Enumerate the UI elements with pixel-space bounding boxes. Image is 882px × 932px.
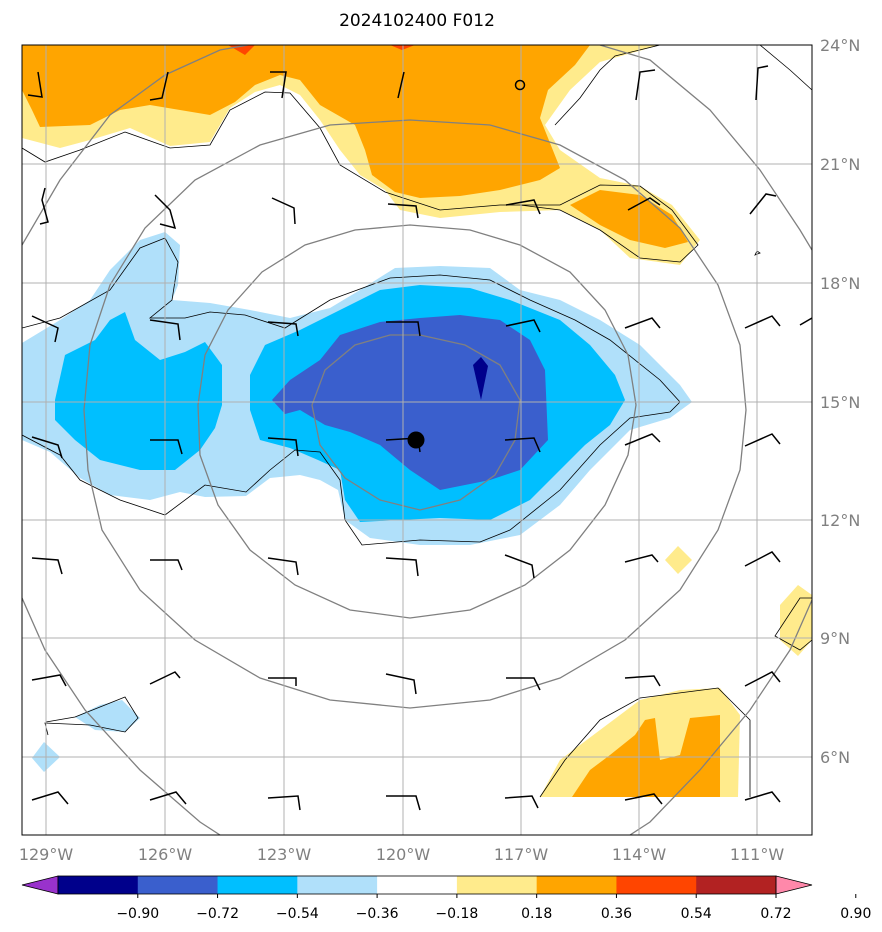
colorbar-tick-label: 0.18: [521, 906, 552, 922]
lat-tick-label: 18°N: [820, 274, 860, 293]
lat-tick-label: 6°N: [820, 748, 850, 767]
colorbar-segment: [297, 876, 378, 894]
wind-barb: [149, 71, 169, 101]
colorbar-tick-label: 0.36: [601, 906, 632, 922]
wind-barb: [504, 437, 541, 453]
lon-tick-label: 129°W: [19, 845, 74, 864]
open-circle-marker: [514, 79, 526, 91]
wind-barb: [505, 319, 541, 333]
map-frame: [21, 44, 813, 836]
colorbar-segment: [696, 876, 777, 894]
wind-barb: [506, 677, 541, 691]
wind-barb: [31, 557, 63, 575]
wind-barb: [624, 793, 663, 805]
wind-barb: [744, 791, 781, 803]
wind-barb: [268, 677, 297, 686]
wind-barb: [270, 71, 287, 99]
wind-barb: [744, 433, 781, 447]
colorbar-tick-label: −0.72: [196, 906, 239, 922]
wind-barb: [386, 795, 421, 811]
wind-barb: [749, 193, 777, 215]
range-rings: [22, 45, 812, 835]
wind-barb: [150, 559, 183, 571]
wind-barb: [627, 197, 661, 211]
wind-barb: [154, 194, 177, 230]
colorbar-extend-high: [775, 875, 813, 895]
colorbar-extend-low: [21, 875, 59, 895]
wind-barb: [27, 71, 43, 98]
storm-center-dot: [407, 431, 425, 449]
wind-barb: [799, 317, 812, 326]
wind-barb: [744, 551, 781, 567]
wind-barb: [755, 65, 769, 101]
wind-barb: [624, 675, 661, 687]
lat-tick-label: 24°N: [820, 36, 860, 55]
colorbar-tick-label: 0.54: [681, 906, 712, 922]
colorbar-segment: [58, 876, 139, 894]
colorbar-segment: [456, 876, 538, 894]
longitude-tick-labels: 129°W 126°W 123°W 120°W 117°W 114°W 111°W: [19, 845, 785, 864]
lat-tick-label: 21°N: [820, 155, 860, 174]
lon-tick-label: 117°W: [494, 845, 549, 864]
lat-tick-label: 15°N: [820, 393, 860, 412]
wind-barb: [149, 319, 181, 341]
wind-barb: [267, 795, 301, 811]
wind-barb: [149, 671, 181, 685]
colorbar-segment: [377, 876, 458, 894]
wind-barb: [397, 71, 405, 99]
colorbar-tick-label: 0.90: [840, 906, 871, 922]
wind-barb: [31, 315, 59, 343]
lon-tick-label: 123°W: [257, 845, 312, 864]
wind-barb: [624, 433, 661, 446]
wind-barb: [624, 317, 661, 329]
wind-barb: [150, 439, 183, 455]
wind-barb: [387, 203, 419, 219]
wind-barb: [31, 674, 67, 687]
wind-barb: [744, 315, 781, 329]
wind-barb: [385, 673, 417, 695]
colorbar-outline: [57, 875, 777, 895]
wind-barb: [635, 69, 656, 101]
wind-barb: [31, 436, 63, 459]
colorbar-segment: [536, 876, 617, 894]
wind-barb: [31, 791, 69, 805]
colorbar-tick-label: −0.18: [435, 906, 478, 922]
lon-tick-label: 120°W: [376, 845, 431, 864]
wind-barb: [624, 554, 659, 563]
lon-tick-label: 114°W: [612, 845, 667, 864]
negative-anomaly-fill: [22, 232, 692, 772]
colorbar-tick-label: 0.72: [760, 906, 791, 922]
colorbar: −0.90 −0.72 −0.54 −0.36 −0.18 0.18 0.36 0.54 0.7…: [21, 875, 871, 922]
colorbar-tick-label: −0.90: [116, 906, 159, 922]
wind-barb: [744, 671, 781, 687]
wind-barb: [504, 795, 539, 809]
wind-barb: [385, 557, 419, 577]
wind-barb: [267, 437, 299, 457]
colorbar-segment: [616, 876, 697, 894]
wind-barb: [386, 321, 421, 337]
lon-tick-label: 111°W: [730, 845, 785, 864]
lon-tick-label: 126°W: [138, 845, 193, 864]
latitude-tick-labels: 6°N 9°N 12°N 15°N 18°N 21°N 24°N: [820, 36, 860, 767]
figure-title: 2024102400 F012: [339, 11, 495, 31]
wind-barb: [271, 197, 296, 225]
map-panel: [22, 45, 812, 835]
wind-barbs: [27, 65, 812, 811]
wind-barb: [267, 321, 299, 337]
colorbar-segment: [137, 876, 219, 894]
lat-tick-label: 9°N: [820, 629, 850, 648]
wind-barb: [267, 557, 299, 576]
wind-barb: [39, 187, 49, 225]
colorbar-tick-label: −0.36: [356, 906, 399, 922]
wind-barb: [504, 554, 535, 579]
colorbar-tick-label: −0.54: [276, 906, 319, 922]
wind-barb: [505, 199, 541, 215]
wind-barb: [149, 791, 187, 805]
colorbar-segment: [217, 876, 298, 894]
lat-tick-label: 12°N: [820, 511, 860, 530]
